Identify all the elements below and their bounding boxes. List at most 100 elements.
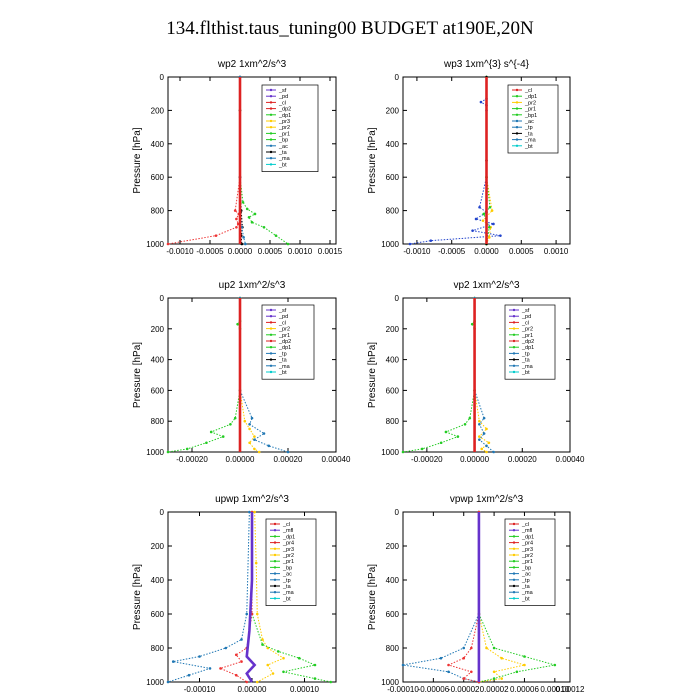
series-point-tp — [479, 100, 483, 104]
series-point-ac — [492, 646, 496, 650]
x-tick-label: -0.0005 — [196, 247, 224, 256]
legend-marker — [269, 157, 273, 160]
series-point-tp — [262, 432, 266, 435]
y-tick-label: 800 — [151, 644, 165, 653]
y-tick-label: 200 — [151, 542, 165, 551]
series-point-pr2 — [248, 427, 251, 431]
y-tick-label: 400 — [386, 356, 400, 365]
x-tick-label: 0.00020 — [274, 455, 303, 464]
series-point-pr1 — [500, 677, 503, 680]
series-point-dp1 — [185, 447, 189, 451]
legend-marker — [273, 572, 277, 575]
legend-marker — [515, 132, 519, 135]
y-tick-label: 1000 — [146, 678, 164, 687]
x-tick-label: 0.00006 — [510, 685, 539, 694]
legend-marker — [273, 591, 277, 594]
x-tick-label: 0.00010 — [540, 685, 569, 694]
legend-marker — [269, 327, 273, 330]
series-point-pr2 — [485, 427, 488, 431]
series-point-ac — [313, 663, 317, 667]
x-tick-label: 0.0000 — [228, 247, 253, 256]
series-point-ac — [553, 663, 557, 667]
plot-frame — [402, 511, 571, 683]
legend-entry: _sf — [521, 308, 530, 314]
series-point-pr1 — [245, 207, 249, 211]
series-point-tp — [482, 416, 486, 420]
chart-title: vp2 1xm^2/s^3 — [453, 280, 520, 291]
legend-entry: _dp1 — [524, 94, 537, 100]
series-point-dp1 — [214, 234, 218, 237]
legend-marker — [273, 560, 277, 563]
series-point-ac — [297, 656, 301, 660]
series-point-pr1 — [271, 672, 275, 675]
plot-frame — [167, 76, 337, 245]
series-point-tp — [240, 638, 243, 641]
series-point-tp — [447, 670, 450, 674]
legend-marker — [273, 535, 277, 538]
y-tick-label: 200 — [386, 106, 400, 115]
series-point-ac — [482, 212, 486, 216]
series-point-dp1 — [209, 430, 213, 434]
legend-entry: _ma — [278, 156, 291, 162]
series-point-tp — [198, 655, 201, 658]
legend-entry: _ma — [278, 364, 291, 370]
legend-marker — [269, 358, 273, 361]
series-point-tp — [166, 680, 170, 684]
series-point-pr2 — [243, 419, 247, 423]
series-point-dp1 — [235, 217, 238, 221]
series-point-tp — [245, 612, 249, 616]
y-tick-label: 1000 — [381, 240, 399, 249]
series-point-pr1 — [266, 646, 270, 650]
legend-marker — [269, 352, 273, 355]
legend-entry: _ac — [278, 144, 288, 150]
y-tick-label: 600 — [151, 386, 165, 395]
legend-entry: _sf — [278, 88, 287, 94]
series-point-pr2 — [490, 209, 494, 212]
x-tick-label: 0.00012 — [556, 685, 585, 694]
x-tick-label: 0.0005 — [258, 247, 283, 256]
series-point-tp — [250, 416, 254, 420]
legend-marker — [512, 522, 516, 526]
legend-entry: _pr1 — [524, 107, 536, 113]
chart-title: wp3 1xm^{3} s^{-4} — [443, 59, 530, 70]
x-tick-label: -0.00002 — [448, 685, 480, 694]
series-line-dp1 — [402, 298, 476, 453]
legend-marker — [269, 333, 273, 336]
legend-entry: _dp1 — [278, 113, 291, 119]
series-line-tp — [239, 298, 289, 453]
legend-marker — [512, 547, 516, 550]
series-point-tp — [492, 450, 495, 454]
legend-entry: _bp — [278, 138, 288, 144]
y-tick-label: 400 — [386, 140, 400, 149]
legend-entry: _bt — [521, 596, 530, 602]
y-axis-label: Pressure [hPa] — [132, 127, 143, 193]
legend-entry: _pr2 — [278, 327, 290, 333]
legend-entry: _dp1 — [282, 534, 295, 540]
y-tick-label: 600 — [386, 173, 400, 182]
legend-marker — [512, 352, 516, 355]
x-tick-label: -0.00020 — [411, 455, 443, 464]
y-tick-label: 1000 — [146, 448, 164, 457]
legend-marker — [269, 113, 273, 117]
legend-entry: _bt — [282, 596, 291, 602]
y-tick-label: 200 — [386, 542, 400, 551]
legend-entry: _pr2 — [521, 553, 533, 559]
y-tick-label: 400 — [151, 140, 165, 149]
x-tick-label: 0.0005 — [509, 247, 534, 256]
legend-entry: _tp — [282, 578, 291, 584]
series-line-dp1 — [219, 512, 253, 683]
legend-entry: _pr1 — [521, 333, 533, 339]
series-point-pr1 — [261, 638, 264, 641]
legend-entry: _dp2 — [278, 107, 291, 113]
x-tick-label: -0.00020 — [176, 455, 208, 464]
series-point-tp — [286, 450, 290, 454]
legend-marker — [515, 95, 519, 98]
series-point-dp1 — [401, 450, 405, 454]
y-axis-label: Pressure [hPa] — [132, 342, 143, 408]
legend-entry: _pr1 — [521, 559, 533, 565]
legend-marker — [512, 591, 516, 594]
series-point-tp — [429, 239, 433, 242]
